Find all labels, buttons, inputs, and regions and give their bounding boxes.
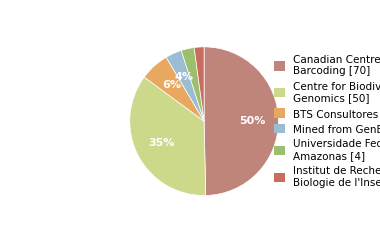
Text: 6%: 6% <box>162 80 181 90</box>
Wedge shape <box>166 50 204 121</box>
Wedge shape <box>204 47 279 196</box>
Wedge shape <box>194 47 204 121</box>
Text: 50%: 50% <box>239 116 266 126</box>
Legend: Canadian Centre for DNA
Barcoding [70], Centre for Biodiversity
Genomics [50], B: Canadian Centre for DNA Barcoding [70], … <box>274 55 380 188</box>
Text: 35%: 35% <box>148 138 174 149</box>
Wedge shape <box>144 57 204 121</box>
Wedge shape <box>130 77 206 196</box>
Text: 4%: 4% <box>175 72 194 82</box>
Wedge shape <box>181 48 204 121</box>
